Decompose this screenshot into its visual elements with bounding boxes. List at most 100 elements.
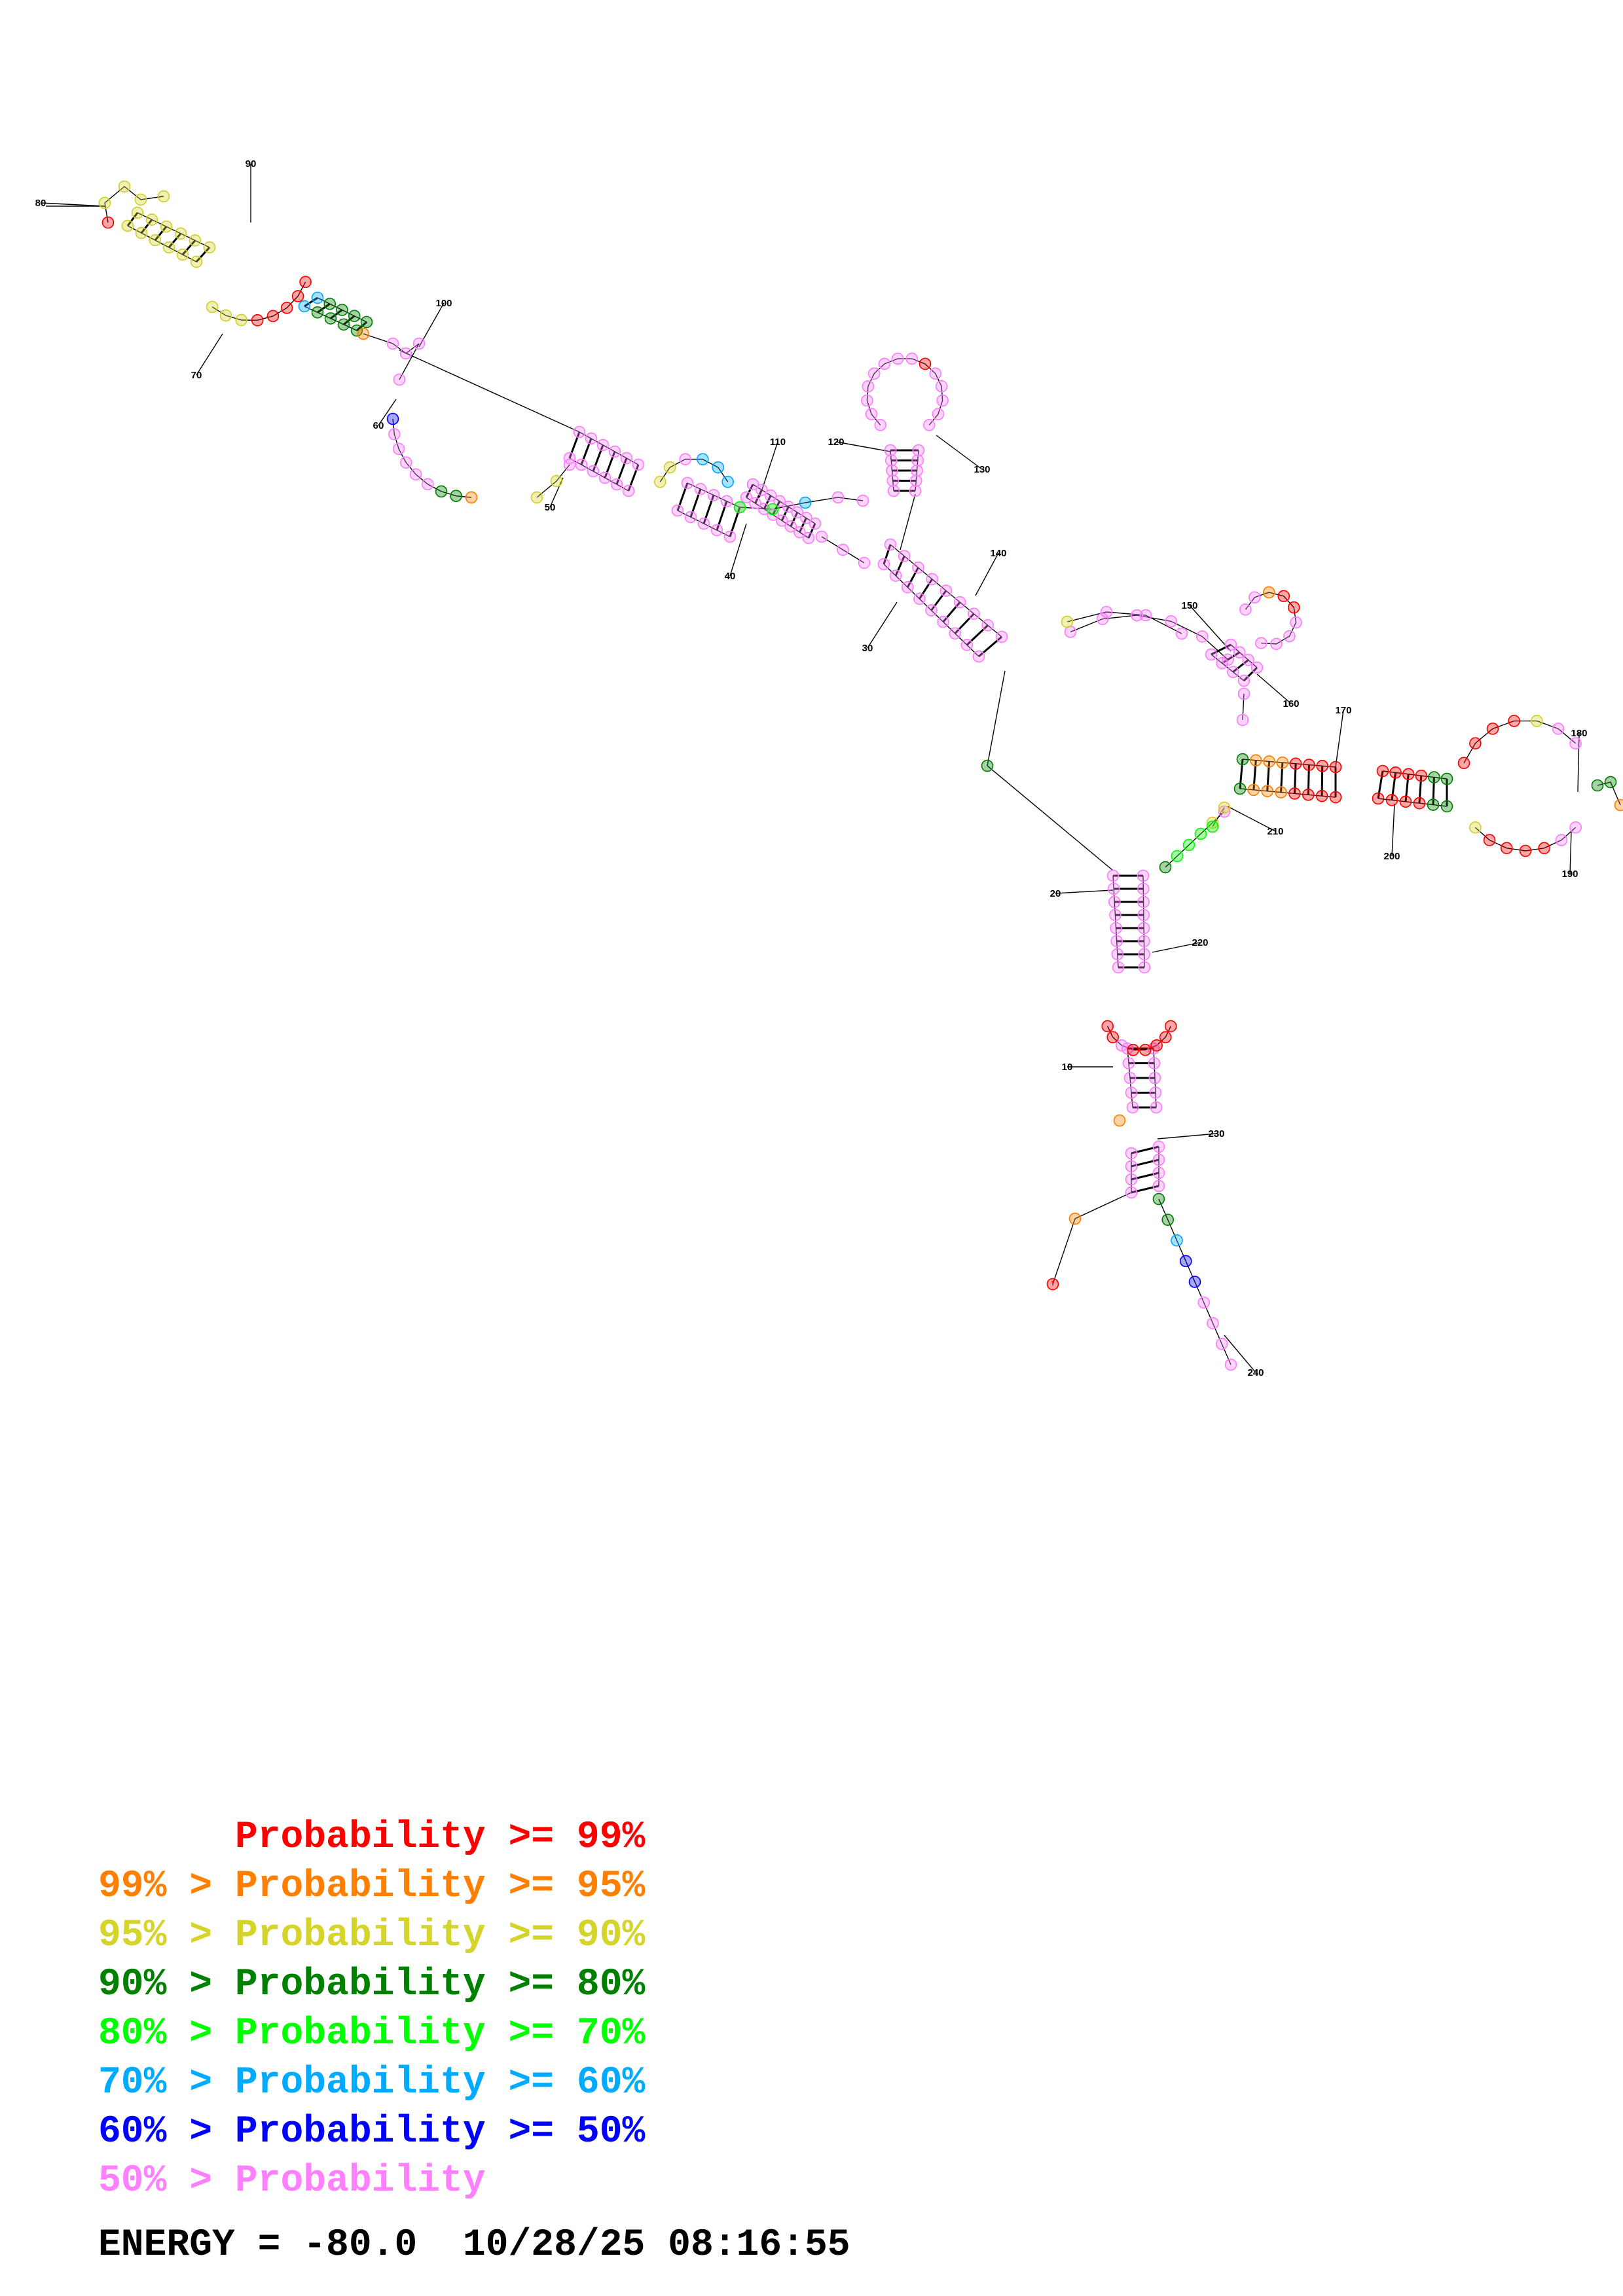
nucleotide — [981, 759, 994, 772]
nucleotide — [937, 615, 949, 628]
nucleotide — [388, 428, 401, 440]
nucleotide — [1150, 1101, 1163, 1114]
nucleotide — [1122, 1057, 1135, 1069]
nucleotide — [1224, 1358, 1237, 1371]
nucleotide — [712, 461, 725, 474]
nucleotide — [1236, 713, 1249, 726]
nucleotide — [831, 491, 845, 504]
nucleotide — [1137, 869, 1150, 882]
nucleotide — [757, 503, 771, 516]
nucleotide — [450, 490, 462, 502]
nucleotide — [550, 475, 563, 488]
nucleotide — [266, 310, 280, 323]
nucleotide — [575, 458, 588, 471]
energy-readout: ENERGY = -80.0 10/28/25 08:16:55 — [98, 2224, 850, 2267]
nucleotide — [1389, 766, 1402, 779]
nucleotide — [935, 380, 948, 393]
nucleotide — [922, 419, 936, 431]
index-label: 220 — [1192, 937, 1208, 948]
nucleotide — [1159, 861, 1172, 874]
nucleotide — [299, 276, 312, 289]
nucleotide — [101, 216, 115, 229]
nucleotide — [1152, 1166, 1165, 1179]
nucleotide — [620, 452, 633, 465]
index-label: 160 — [1283, 698, 1299, 709]
nucleotide — [1108, 895, 1121, 908]
nucleotide — [697, 517, 710, 530]
index-label: 170 — [1335, 705, 1351, 716]
nucleotide — [1125, 1186, 1138, 1199]
nucleotide — [773, 495, 786, 508]
nucleotide — [1329, 791, 1342, 804]
nucleotide — [694, 482, 707, 495]
probability-legend: Probability >= 99% 99% > Probability >= 9… — [98, 1813, 645, 2206]
nucleotide — [596, 439, 610, 452]
nucleotide — [793, 526, 806, 539]
nucleotide — [1531, 715, 1543, 727]
nucleotide — [622, 484, 635, 497]
nucleotide — [98, 196, 111, 209]
nucleotide — [1152, 1153, 1165, 1166]
nucleotide — [1224, 638, 1237, 651]
nucleotide — [861, 394, 873, 407]
nucleotide — [926, 573, 939, 586]
nucleotide — [968, 607, 980, 620]
nucleotide — [392, 442, 405, 456]
nucleotide — [911, 464, 923, 477]
nucleotide — [422, 478, 434, 491]
nucleotide — [654, 475, 666, 488]
nucleotide — [877, 558, 890, 571]
nucleotide — [251, 314, 264, 327]
nucleotide — [1486, 723, 1499, 735]
nucleotide — [1289, 757, 1302, 770]
nucleotide — [1110, 922, 1122, 935]
nucleotide — [925, 604, 938, 617]
nucleotide — [1182, 838, 1195, 852]
nucleotide — [1316, 759, 1329, 772]
base-pair-bonds — [126, 212, 1448, 1194]
nucleotide — [756, 484, 768, 496]
nucleotide — [1290, 616, 1302, 629]
nucleotide — [235, 314, 247, 327]
nucleotide — [1569, 737, 1582, 750]
nucleotide — [203, 241, 216, 254]
nucleotide — [1270, 637, 1283, 651]
nucleotide — [1137, 895, 1150, 908]
nucleotide — [912, 444, 925, 457]
nucleotide — [1236, 753, 1249, 766]
nucleotide — [1413, 797, 1426, 810]
index-label: 230 — [1208, 1128, 1224, 1139]
nucleotide — [1440, 800, 1453, 813]
nucleotide — [874, 419, 887, 431]
nucleotide — [707, 489, 720, 501]
legend-row: 95% > Probability >= 90% — [98, 1914, 646, 1957]
nucleotide — [1116, 1039, 1128, 1052]
nucleotide — [1152, 1193, 1165, 1206]
nucleotide — [953, 596, 966, 609]
nucleotide — [160, 220, 173, 233]
nucleotide — [837, 543, 849, 556]
legend-row: Probability >= 99% — [98, 1816, 646, 1859]
nucleotide — [1247, 783, 1260, 797]
nucleotide — [1138, 948, 1151, 961]
nucleotide — [1152, 1140, 1165, 1153]
nucleotide — [1126, 1101, 1139, 1114]
nucleotide — [1614, 798, 1623, 812]
nucleotide — [1164, 1020, 1177, 1033]
nucleotide — [800, 512, 812, 524]
nucleotide — [1206, 816, 1219, 829]
nucleotide — [1101, 1020, 1114, 1033]
nucleotide — [1206, 820, 1219, 833]
nucleotide — [799, 496, 812, 509]
nucleotide — [1552, 723, 1565, 735]
nucleotide — [149, 234, 162, 247]
nucleotide — [878, 357, 891, 370]
nucleotide — [206, 300, 219, 314]
nucleotide — [856, 494, 869, 507]
nucleotide — [949, 627, 962, 640]
nucleotide — [348, 310, 361, 323]
nucleotide — [174, 227, 187, 240]
nucleotide — [1555, 834, 1568, 846]
nucleotide — [393, 373, 406, 386]
nucleotide — [1125, 1147, 1138, 1160]
